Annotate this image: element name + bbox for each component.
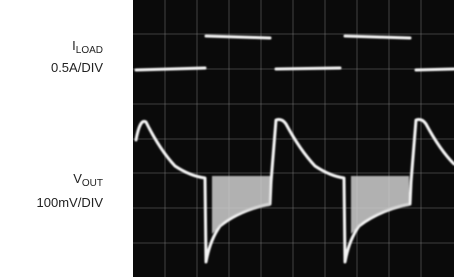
iload-label: ILOAD [72,38,103,56]
vout-scale: 100mV/DIV [37,195,104,210]
scope-capture: ILOAD 0.5A/DIV VOUT 100mV/DIV [0,0,454,277]
symbol: V [73,171,82,186]
subscript: OUT [82,178,103,189]
iload-scale: 0.5A/DIV [51,60,103,75]
vout-label: VOUT [73,171,103,189]
subscript: LOAD [76,45,103,56]
